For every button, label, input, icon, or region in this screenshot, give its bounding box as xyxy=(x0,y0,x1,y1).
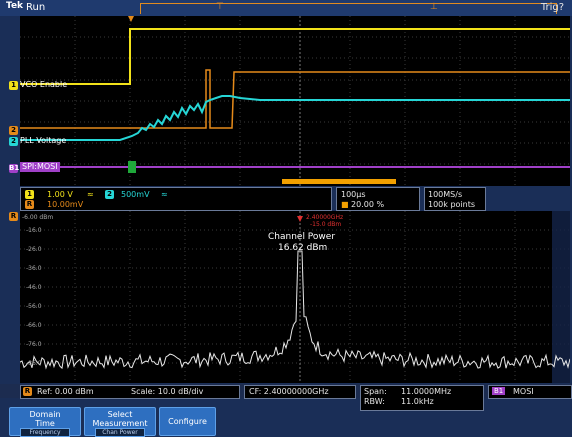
sample-rate: 100MS/s xyxy=(428,190,463,199)
select-measurement-value: Chan Power xyxy=(95,428,145,437)
horizontal-settings-panel[interactable]: 100μs ■ 20.00 % xyxy=(336,187,420,211)
spectrum-ref-marker[interactable]: R xyxy=(9,212,18,221)
trigger-position-value: 20.00 % xyxy=(351,200,385,209)
time-domain-graticule[interactable] xyxy=(20,16,570,186)
b1-marker[interactable]: B1 xyxy=(9,164,20,173)
acquisition-panel[interactable]: 100MS/s 100k points xyxy=(424,187,486,211)
record-view-bracket xyxy=(140,3,557,14)
ch1-badge: 1 xyxy=(25,190,34,199)
domain-time-value: Frequency xyxy=(20,428,70,437)
domain-time-label: Domain Time xyxy=(29,410,61,428)
ytick: -76.0 xyxy=(26,341,42,348)
spectrum-trace xyxy=(19,211,571,383)
timebase-value: 100μs xyxy=(341,190,366,199)
record-length: 100k points xyxy=(428,200,476,209)
ch2-scale: 500mV xyxy=(121,190,150,199)
status-bar xyxy=(0,0,572,16)
vertical-settings-panel[interactable]: 1 1.00 V ≈ 2 500mV ≈ R 10.00mV xyxy=(20,187,332,211)
spectrum-graticule[interactable]: 2.40000GHz -15.0 dBm Channel Power 16.62… xyxy=(19,211,571,383)
math-ground-marker[interactable]: 2 xyxy=(9,126,18,135)
ytick: -16.0 xyxy=(26,227,42,234)
center-frequency: CF: 2.40000000GHz xyxy=(249,387,329,396)
ch2-badge: 2 xyxy=(105,190,114,199)
ch2-bandwidth-icon: ≈ xyxy=(161,190,168,199)
ytick: -56.0 xyxy=(26,303,42,310)
configure-button[interactable]: Configure xyxy=(159,407,216,436)
peak-level: -15.0 dBm xyxy=(310,221,342,228)
select-measurement-button[interactable]: Select Measurement Chan Power xyxy=(84,407,156,437)
bus-label: SPI:MOSI xyxy=(20,162,60,172)
ch2-ground-marker[interactable]: 2 xyxy=(9,137,18,146)
ch2-label: PLL Voltage xyxy=(20,136,67,145)
ch1-ground-marker[interactable]: 1 xyxy=(9,81,18,90)
measurement-title: Channel Power xyxy=(268,232,336,242)
ch1-label: VCO Enable xyxy=(20,80,68,89)
span-value: 11.0000MHz xyxy=(401,387,452,396)
select-measurement-label: Select Measurement xyxy=(92,410,148,428)
peak-frequency: 2.40000GHz xyxy=(306,214,344,221)
bus-panel[interactable]: B1 MOSI xyxy=(488,385,572,399)
ref-level: Ref: 0.00 dBm xyxy=(37,387,94,396)
time-domain-traces xyxy=(20,16,570,186)
ch1-scale: 1.00 V xyxy=(47,190,73,199)
bus-name: MOSI xyxy=(513,387,534,396)
ref-badge: R xyxy=(25,200,34,209)
ytick: -26.0 xyxy=(26,246,42,253)
rbw-label: RBW: xyxy=(364,397,385,406)
trigger-position-marker: ⊤ xyxy=(216,2,224,12)
bus-badge: B1 xyxy=(492,387,506,395)
spectrum-y-ticks: -6.00 dBm -16.0 -26.0 -36.0 -46.0 -56.0 … xyxy=(22,213,62,383)
reference-level-panel[interactable]: R Ref: 0.00 dBm Scale: 10.0 dB/div xyxy=(20,385,240,399)
ch1-bandwidth-icon: ≈ xyxy=(87,190,94,199)
ytick: -86.0 xyxy=(26,360,42,367)
rbw-value: 11.0kHz xyxy=(401,397,434,406)
brand-logo: Tek xyxy=(6,1,24,11)
ytick: -66.0 xyxy=(26,322,42,329)
span-panel[interactable]: Span: 11.0000MHz RBW: 11.0kHz xyxy=(360,385,484,411)
domain-time-button[interactable]: Domain Time Frequency xyxy=(9,407,81,437)
ytick: -46.0 xyxy=(26,284,42,291)
trigger-status: Trig? xyxy=(540,2,564,13)
measurement-value: 16.62 dBm xyxy=(278,243,328,253)
acquisition-status[interactable]: Run xyxy=(26,2,46,13)
span-label: Span: xyxy=(364,387,387,396)
ref-scale: 10.00mV xyxy=(47,200,84,209)
record-end-marker: ⊥ xyxy=(430,2,438,12)
center-frequency-panel[interactable]: CF: 2.40000000GHz xyxy=(244,385,356,399)
ytick: -6.00 dBm xyxy=(22,214,54,221)
ytick: -36.0 xyxy=(26,265,42,272)
trigger-position-icon: ■ xyxy=(341,200,349,209)
ref-level-badge: R xyxy=(23,387,32,396)
spectrum-time-gate[interactable] xyxy=(282,179,396,184)
vertical-scale: Scale: 10.0 dB/div xyxy=(131,387,204,396)
